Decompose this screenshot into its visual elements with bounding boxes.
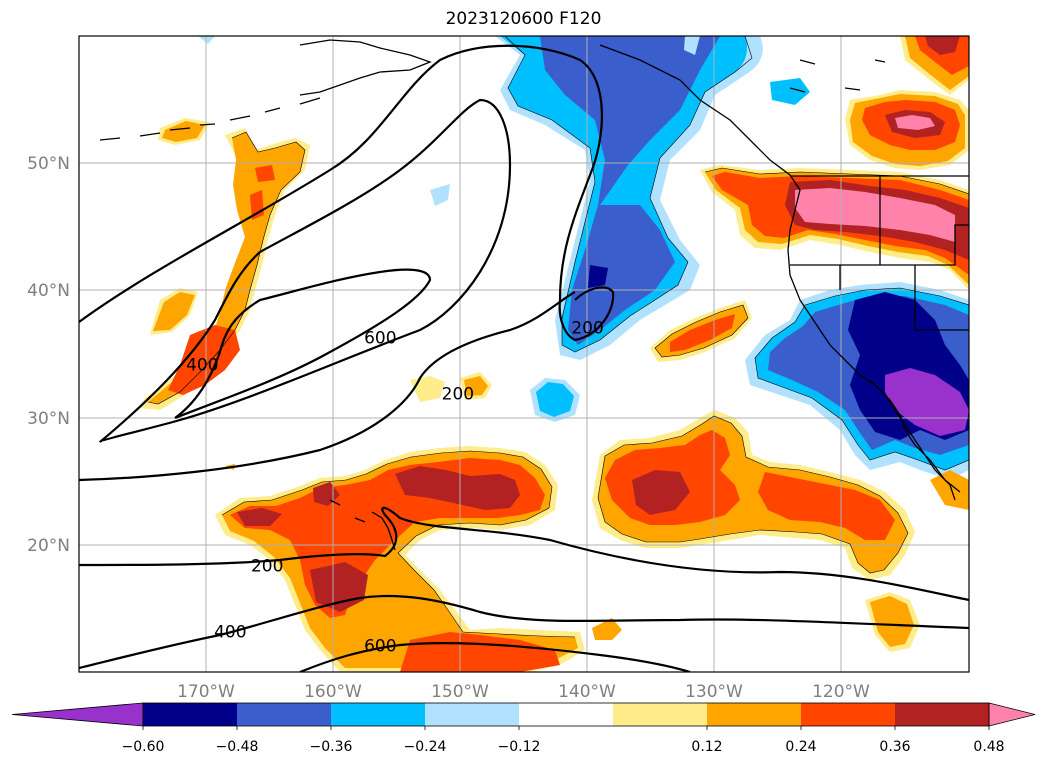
colorbar-extend-max xyxy=(988,702,1036,727)
graticule xyxy=(79,36,969,672)
positive-anomaly-east xyxy=(758,472,895,540)
baja-coast xyxy=(869,379,956,501)
positive-anomaly-central xyxy=(395,466,520,510)
positive-anomaly-northwest xyxy=(795,188,955,242)
negative-anomaly-north xyxy=(588,265,608,288)
negative-anomaly-north xyxy=(540,36,720,345)
contour-label: 200 xyxy=(251,556,283,576)
colorbar-tick-label: −0.60 xyxy=(122,739,165,755)
colorbar-extend-min xyxy=(11,702,144,727)
positive-anomaly-west xyxy=(153,292,195,331)
positive-anomaly-east xyxy=(592,618,622,640)
contour-line-200-south xyxy=(79,506,969,602)
contour-line-600-south xyxy=(299,641,691,672)
contour-labels: 200 600 400 200 200 400 600 xyxy=(186,319,604,657)
positive-anomaly-northwest xyxy=(895,115,935,130)
positive-anomaly-west xyxy=(162,121,205,142)
misc-islands xyxy=(789,59,886,93)
colorbar-tick-label: −0.12 xyxy=(498,739,541,755)
colorbar-segment xyxy=(613,703,708,726)
contour-label: 600 xyxy=(364,637,396,657)
contour-label: 600 xyxy=(364,329,396,349)
aleutian-islands xyxy=(99,97,321,141)
map-plot-area[interactable] xyxy=(78,35,970,673)
colorbar-segment xyxy=(519,703,614,726)
lon-label-160w: 160°W xyxy=(304,682,362,702)
contour-label: 400 xyxy=(186,355,218,375)
negative-anomaly-southwest xyxy=(885,368,969,436)
positive-anomaly-east xyxy=(670,314,735,352)
positive-anomaly-west xyxy=(148,132,305,404)
lon-label-170w: 170°W xyxy=(177,682,235,702)
map-frame xyxy=(78,35,970,673)
lat-label-50n: 50°N xyxy=(27,154,70,174)
positive-anomaly-east xyxy=(870,596,914,647)
contour-line-200-mid xyxy=(79,291,576,482)
colorbar-segment xyxy=(143,703,238,726)
positive-anomaly-northwest xyxy=(925,36,960,55)
lat-label-30n: 30°N xyxy=(27,409,70,429)
lon-label-150w: 150°W xyxy=(431,682,489,702)
colorbar-segment xyxy=(425,703,520,726)
negative-anomaly-southwest xyxy=(536,382,574,417)
positive-anomaly-east xyxy=(930,470,969,510)
negative-anomaly-southwest xyxy=(770,78,810,105)
colorbar-tick-label: 0.24 xyxy=(785,739,816,755)
bc-coast xyxy=(599,44,961,493)
colorbar-tick-label: −0.48 xyxy=(216,739,259,755)
contour-line-200-north xyxy=(79,44,615,342)
shaded-field xyxy=(140,36,969,672)
colorbar-tick-label: −0.24 xyxy=(404,739,447,755)
colorbar-frame xyxy=(142,702,990,727)
contour-line-600 xyxy=(174,268,432,420)
colorbar-tick-label: 0.12 xyxy=(691,739,722,755)
colorbar-segment xyxy=(707,703,802,726)
positive-anomaly-central xyxy=(237,508,282,526)
height-contours xyxy=(79,44,969,672)
positive-anomaly-west xyxy=(464,376,488,396)
alaska-coast xyxy=(299,39,432,96)
shaded-outlines xyxy=(147,36,969,638)
lon-label-130w: 130°W xyxy=(685,682,743,702)
colorbar-segment xyxy=(895,703,990,726)
positive-anomaly-west xyxy=(255,165,275,182)
positive-anomaly-east xyxy=(632,470,690,515)
hawaiian-islands xyxy=(329,499,396,551)
colorbar-tick-label: 0.36 xyxy=(879,739,910,755)
contour-line-400-south xyxy=(79,594,969,670)
lat-label-20n: 20°N xyxy=(27,536,70,556)
negative-anomaly-southwest xyxy=(430,184,450,206)
colorbar-segment xyxy=(237,703,332,726)
contour-label: 400 xyxy=(214,623,246,643)
lon-label-120w: 120°W xyxy=(812,682,870,702)
map-title: 2023120600 F120 xyxy=(445,9,602,29)
negative-anomaly-north xyxy=(500,36,748,352)
lat-label-40n: 40°N xyxy=(27,281,70,301)
lon-label-140w: 140°W xyxy=(558,682,616,702)
contour-line-400 xyxy=(98,98,512,444)
positive-anomaly-central xyxy=(400,632,560,672)
coastlines xyxy=(99,39,969,551)
colorbar-tick-label: 0.48 xyxy=(973,739,1004,755)
negative-anomaly-north xyxy=(684,36,700,55)
colorbar: −0.60 −0.48 −0.36 −0.24 −0.12 0.12 0.24 0.36 0.4… xyxy=(11,702,1036,755)
contour-label: 200 xyxy=(571,319,603,339)
colorbar-tick-label: −0.36 xyxy=(310,739,353,755)
colorbar-segment xyxy=(331,703,426,726)
us-state-lines xyxy=(790,176,969,331)
contour-label: 200 xyxy=(442,385,474,405)
colorbar-segment xyxy=(801,703,896,726)
